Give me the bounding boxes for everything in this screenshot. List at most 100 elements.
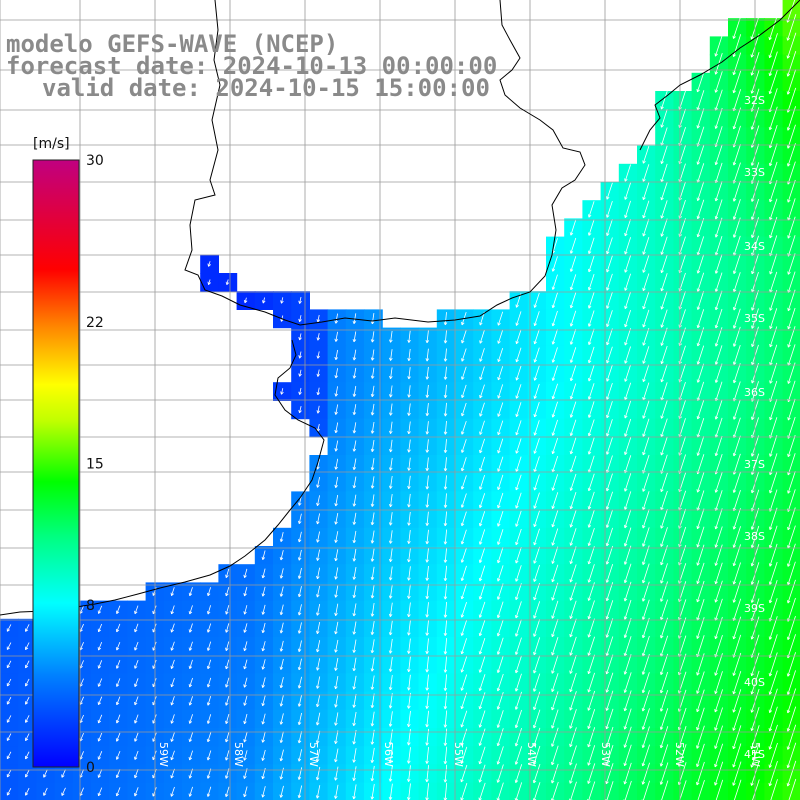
- wind-arrow: [606, 328, 613, 346]
- wind-arrow: [25, 624, 30, 632]
- wind-arrow: [425, 746, 429, 764]
- wind-arrow: [551, 745, 559, 766]
- wind-arrow: [733, 272, 741, 293]
- wind-arrow: [443, 511, 448, 527]
- wind-arrow: [370, 476, 375, 489]
- wind-arrow: [261, 749, 266, 761]
- wind-arrow: [569, 419, 577, 436]
- wind-arrow: [551, 510, 559, 528]
- wind-arrow: [497, 510, 504, 527]
- wind-arrow: [623, 563, 632, 584]
- wind-arrow: [587, 491, 595, 510]
- wind-arrow: [533, 401, 540, 418]
- wind-arrow: [605, 744, 614, 766]
- wind-arrow: [352, 603, 357, 617]
- lon-label: 55W: [452, 742, 465, 767]
- wind-arrow: [97, 751, 103, 760]
- wind-arrow: [262, 297, 266, 304]
- wind-arrow: [6, 678, 12, 687]
- wind-arrow: [732, 562, 741, 585]
- wind-arrow: [587, 419, 595, 437]
- lat-label: 40S: [744, 676, 765, 689]
- wind-arrow: [479, 348, 485, 362]
- wind-arrow: [443, 439, 448, 453]
- wind-arrow: [243, 713, 248, 725]
- wind-arrow: [660, 309, 668, 328]
- wind-arrow: [443, 547, 448, 563]
- wind-arrow: [115, 660, 121, 669]
- wind-arrow: [188, 786, 193, 797]
- wind-arrow: [352, 675, 357, 690]
- wind-arrow: [97, 696, 103, 706]
- wind-arrow: [514, 746, 523, 765]
- wind-arrow: [316, 513, 320, 525]
- wind-arrow: [443, 384, 448, 399]
- wind-arrow: [569, 654, 577, 674]
- wind-arrow: [515, 365, 522, 381]
- wind-arrow: [297, 731, 302, 744]
- wind-arrow: [787, 434, 796, 457]
- wind-arrow: [641, 708, 650, 730]
- wind-arrow: [352, 476, 357, 489]
- wind-arrow: [569, 491, 577, 510]
- wind-arrow: [569, 473, 577, 491]
- wind-arrow: [334, 567, 339, 580]
- wind-arrow: [605, 726, 614, 748]
- wind-arrow: [769, 308, 778, 329]
- wind-arrow: [261, 659, 266, 670]
- wind-arrow: [478, 656, 486, 673]
- wind-arrow: [533, 564, 540, 582]
- wind-arrow: [768, 14, 778, 41]
- wind-arrow: [551, 655, 559, 674]
- wind-arrow: [551, 365, 558, 381]
- wind-arrow: [623, 545, 632, 565]
- wind-arrow: [443, 782, 448, 800]
- wind-arrow: [624, 273, 631, 291]
- wind-arrow: [407, 385, 411, 398]
- wind-arrow: [624, 182, 631, 200]
- wind-arrow: [407, 602, 411, 618]
- wind-arrow: [279, 586, 284, 597]
- wind-arrow: [334, 494, 339, 507]
- wind-arrow: [714, 71, 723, 93]
- wind-arrow: [279, 749, 284, 762]
- wind-arrow: [786, 742, 797, 769]
- wind-arrow: [261, 786, 266, 798]
- wind-arrow: [642, 563, 650, 584]
- wind-arrow: [461, 439, 467, 453]
- wind-arrow: [588, 237, 595, 254]
- wind-arrow: [298, 387, 302, 395]
- wind-arrow: [188, 750, 193, 761]
- wind-arrow: [425, 656, 429, 673]
- wind-arrow: [624, 309, 631, 328]
- wind-cell: [0, 637, 19, 656]
- wind-arrow: [696, 508, 705, 530]
- wind-arrow: [551, 709, 559, 729]
- wind-arrow: [696, 327, 705, 347]
- wind-arrow: [569, 727, 577, 748]
- wind-arrow: [134, 605, 139, 615]
- wind-arrow: [660, 327, 668, 346]
- wind-arrow: [460, 529, 467, 545]
- wind-arrow: [370, 512, 375, 526]
- wind-arrow: [714, 671, 723, 694]
- wind-arrow: [425, 620, 429, 636]
- wind-arrow: [768, 579, 778, 604]
- wind-arrow: [569, 219, 577, 236]
- wind-arrow: [370, 584, 375, 599]
- wind-arrow: [297, 749, 302, 762]
- wind-arrow: [533, 673, 541, 692]
- wind-arrow: [786, 32, 797, 59]
- wind-cell: [18, 655, 37, 674]
- wind-arrow: [696, 345, 705, 365]
- wind-arrow: [443, 312, 448, 326]
- wind-arrow: [370, 548, 375, 562]
- wind-cell: [18, 691, 37, 711]
- wind-arrow: [732, 144, 741, 166]
- wind-arrow: [587, 600, 595, 620]
- wind-arrow: [533, 655, 541, 674]
- wind-arrow: [407, 511, 411, 526]
- wind-arrow: [352, 367, 357, 379]
- wind-arrow: [732, 580, 741, 603]
- wind-arrow: [316, 622, 321, 634]
